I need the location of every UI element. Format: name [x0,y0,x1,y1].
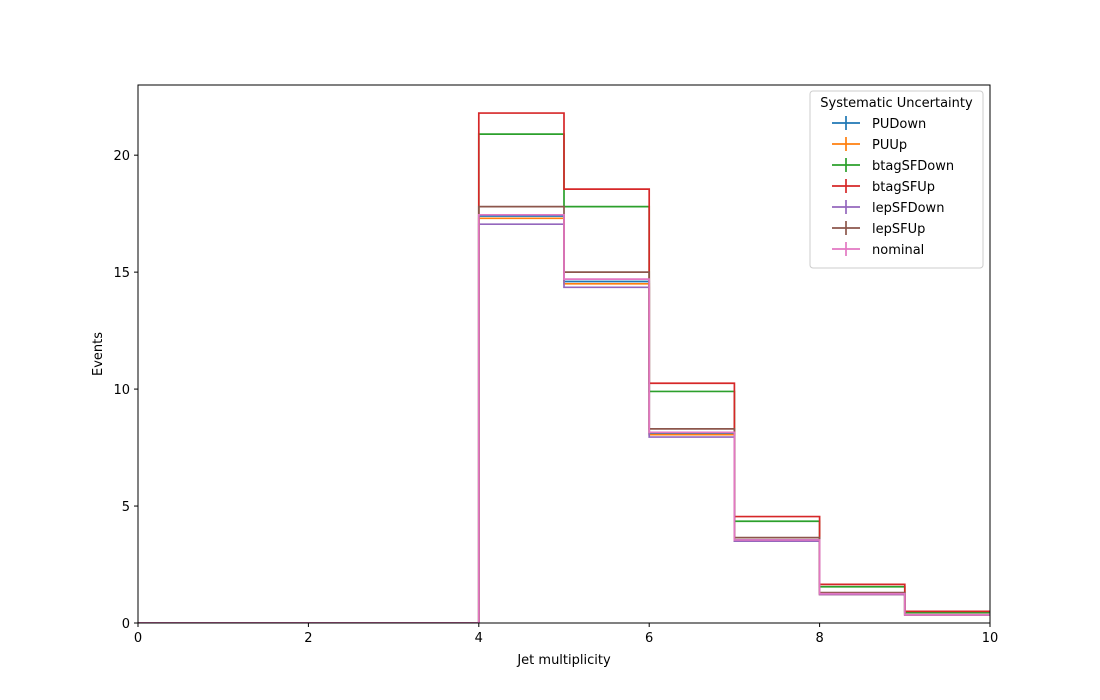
y-tick-label: 20 [113,149,130,164]
legend-label-nominal: nominal [872,243,924,258]
legend-title: Systematic Uncertainty [820,96,973,111]
legend: Systematic Uncertainty PUDown PUUp btagSFDo… [809,90,984,269]
series-line-lepSFUp [138,205,990,623]
x-tick-label: 4 [475,631,483,646]
x-tick-label: 0 [134,631,142,646]
legend-label-lepSFUp: lepSFUp [872,222,925,237]
x-axis-label: Jet multiplicity [516,653,611,668]
series-group [138,112,990,623]
legend-label-PUDown: PUDown [872,117,926,132]
legend-label-PUUp: PUUp [872,138,907,153]
x-tick-label: 8 [815,631,823,646]
legend-label-lepSFDown: lepSFDown [872,201,944,216]
legend-label-btagSFDown: btagSFDown [872,159,954,174]
legend-box [809,90,984,269]
plot-frame [137,84,991,624]
x-tick-label: 2 [304,631,312,646]
x-tick-label: 10 [982,631,999,646]
y-tick-label: 5 [122,500,130,515]
series-line-btagSFUp [138,112,990,623]
series-line-lepSFDown [138,223,990,623]
series-line-nominal [138,213,990,623]
y-tick-label: 10 [113,383,130,398]
x-tick-label: 6 [645,631,653,646]
y-axis-label: Events [91,332,106,376]
y-tick-label: 0 [122,617,130,632]
y-tick-label: 15 [113,266,130,281]
legend-label-btagSFUp: btagSFUp [872,180,935,195]
